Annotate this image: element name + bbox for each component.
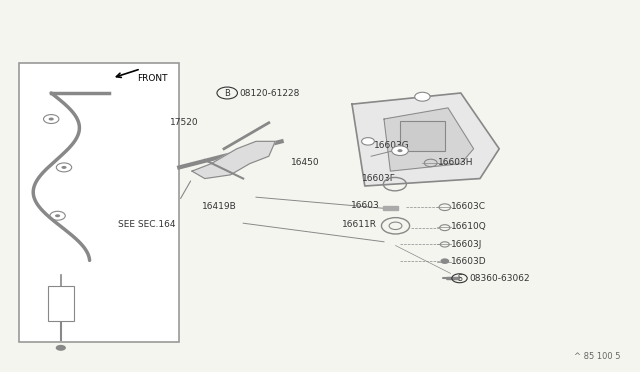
FancyBboxPatch shape (19, 63, 179, 342)
Circle shape (397, 149, 403, 152)
Circle shape (49, 118, 54, 121)
Text: 16603G: 16603G (374, 141, 410, 150)
Circle shape (56, 345, 66, 351)
Circle shape (55, 214, 60, 217)
Circle shape (61, 166, 67, 169)
Circle shape (392, 146, 408, 155)
Text: 16450: 16450 (291, 158, 320, 167)
Text: SEE SEC.164: SEE SEC.164 (118, 220, 176, 229)
Circle shape (415, 92, 430, 101)
Text: 16603D: 16603D (451, 257, 487, 266)
Text: 08360-63062: 08360-63062 (469, 274, 530, 283)
Polygon shape (384, 108, 474, 171)
FancyBboxPatch shape (400, 121, 445, 151)
Circle shape (441, 259, 449, 263)
Text: B: B (224, 89, 230, 97)
Polygon shape (192, 141, 275, 179)
Polygon shape (383, 206, 398, 210)
Text: 16603J: 16603J (451, 240, 483, 249)
Text: 16611R: 16611R (342, 220, 378, 229)
Text: 16603F: 16603F (362, 174, 396, 183)
Text: S: S (457, 274, 462, 283)
Polygon shape (352, 93, 499, 186)
Text: 16603C: 16603C (451, 202, 486, 211)
Text: ^ 85 100 5: ^ 85 100 5 (574, 352, 621, 361)
Text: FRONT: FRONT (138, 74, 168, 83)
Text: 16419B: 16419B (202, 202, 236, 211)
Text: 16610Q: 16610Q (451, 222, 487, 231)
FancyBboxPatch shape (48, 286, 74, 321)
Text: 16603: 16603 (351, 201, 380, 210)
Text: 16603H: 16603H (438, 158, 474, 167)
Text: 08120-61228: 08120-61228 (239, 89, 300, 97)
Text: 17520: 17520 (170, 118, 198, 127)
Circle shape (362, 138, 374, 145)
